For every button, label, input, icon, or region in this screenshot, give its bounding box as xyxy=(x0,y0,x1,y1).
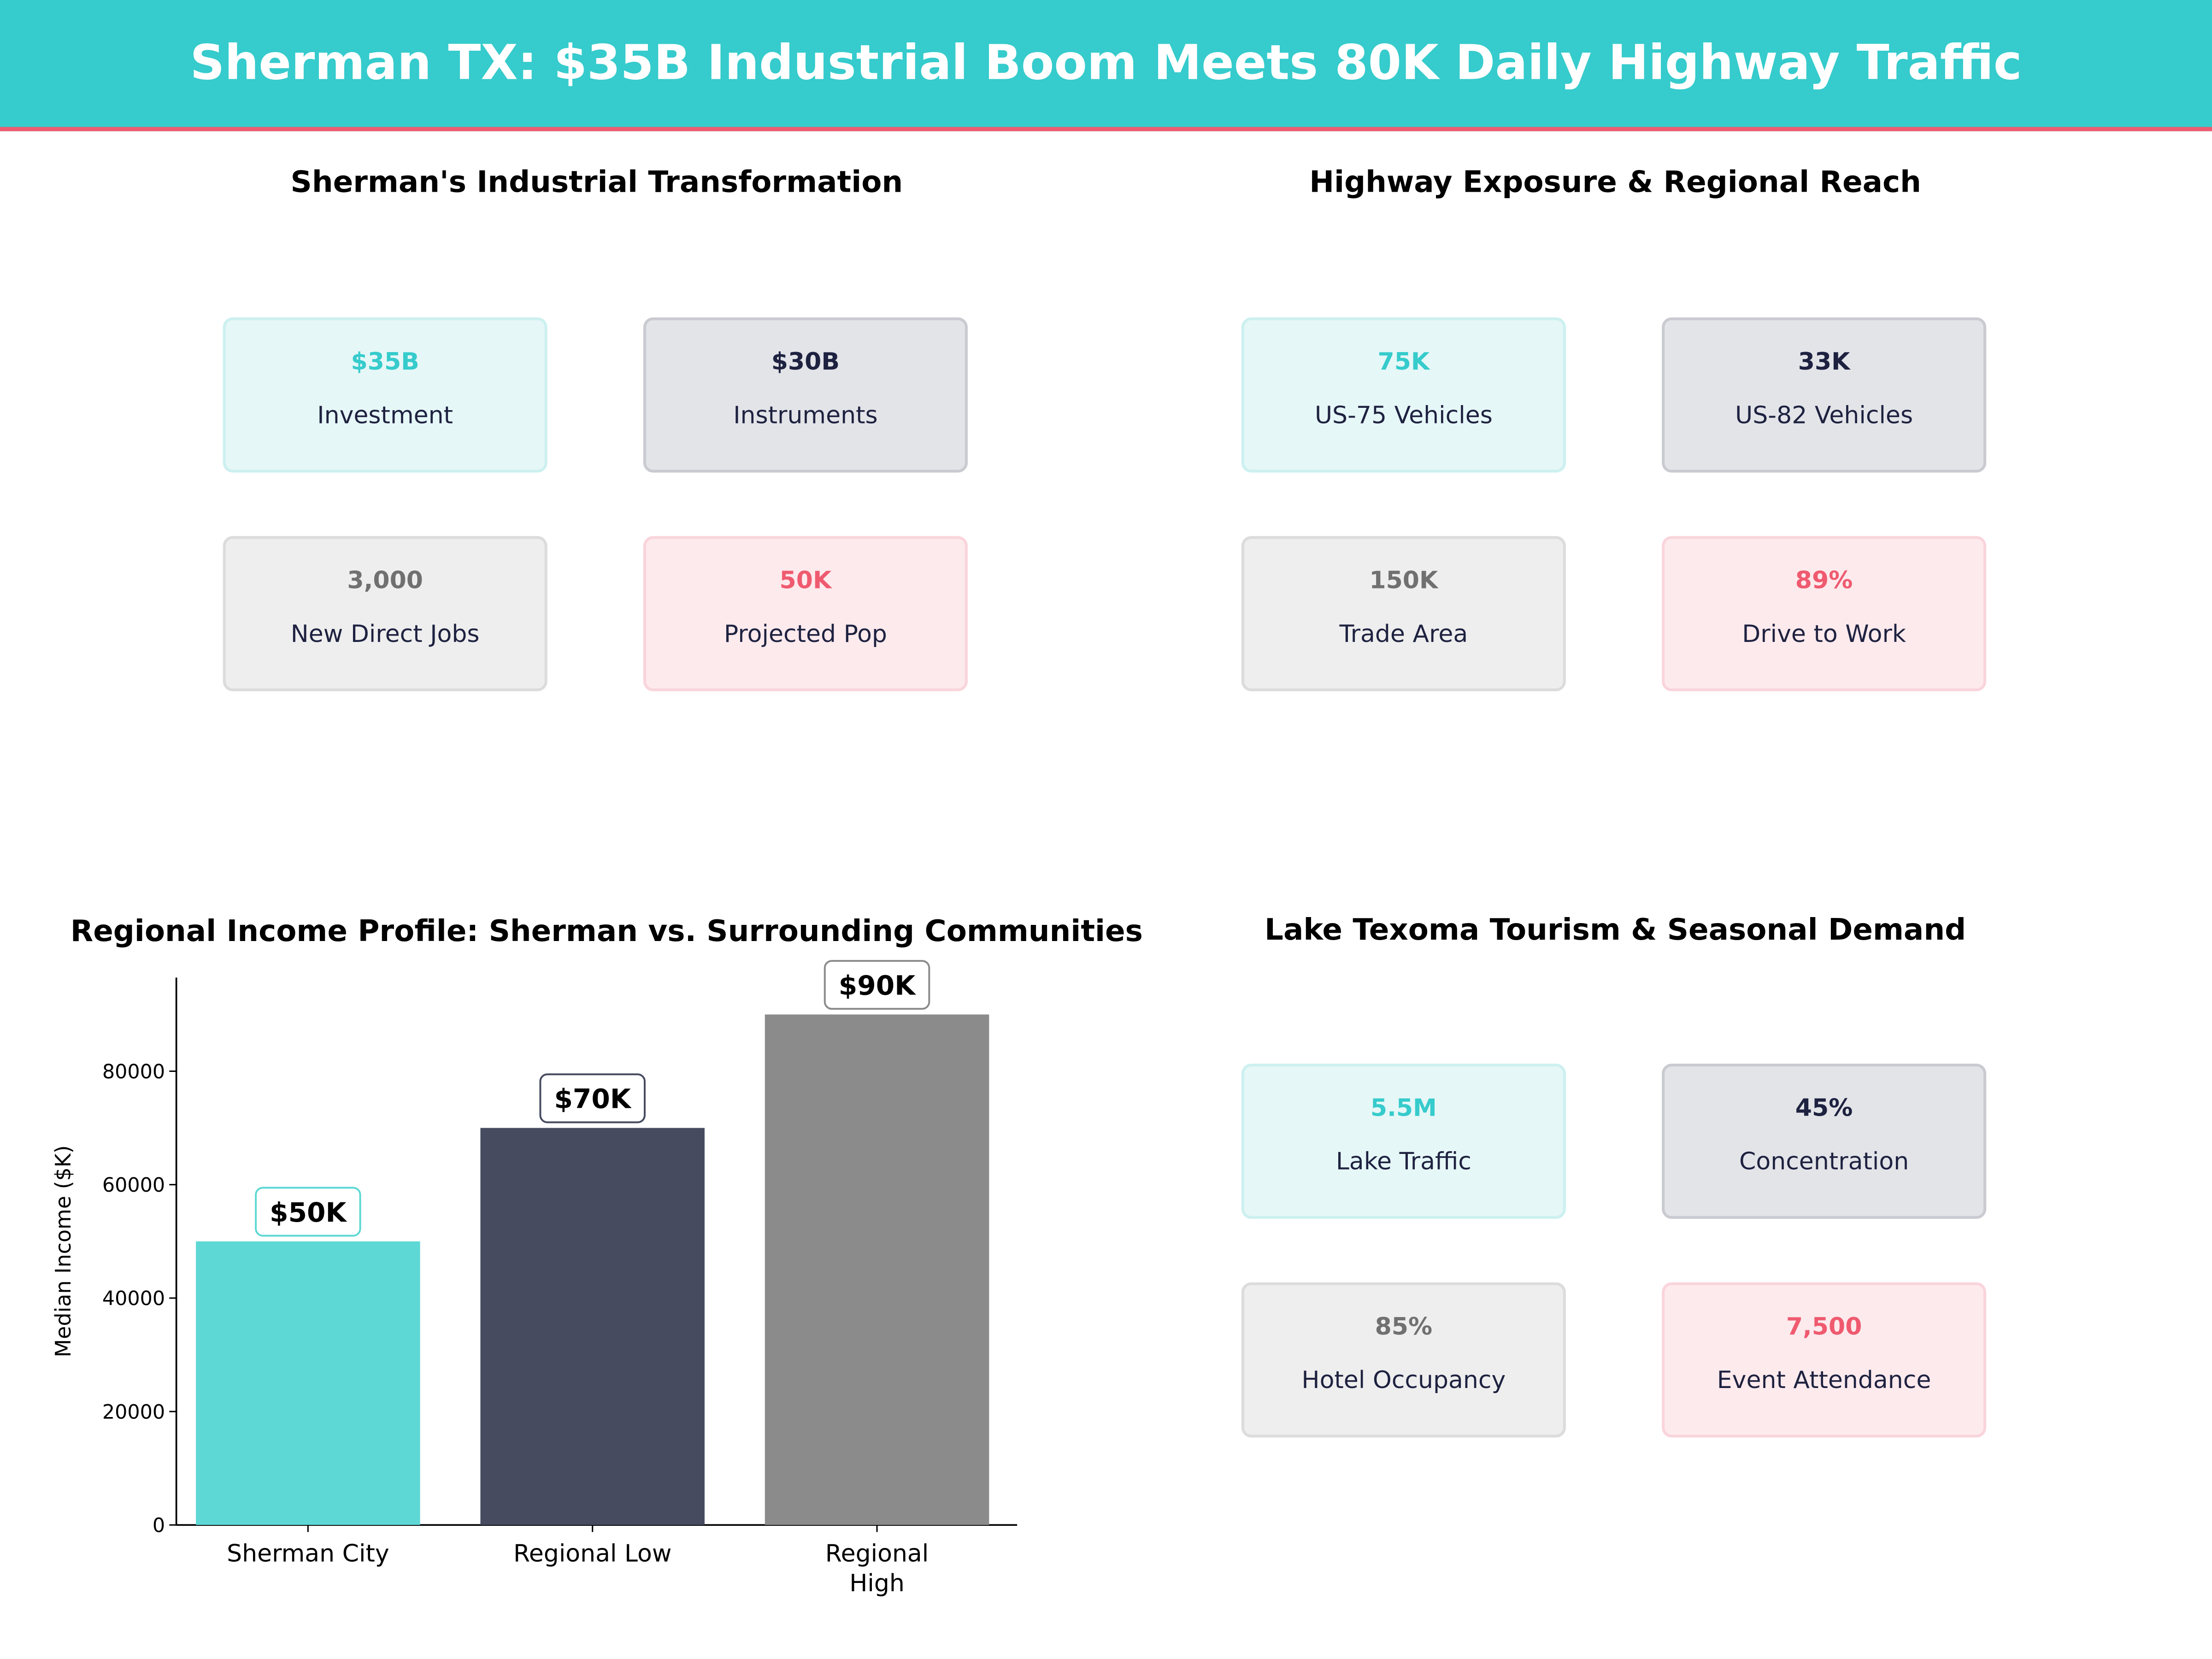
panel-title-tourism: Lake Texoma Tourism & Seasonal Demand xyxy=(1265,912,1966,947)
stat-label: US-82 Vehicles xyxy=(1735,402,1913,430)
stat-value: $30B xyxy=(771,348,840,377)
bar xyxy=(765,1014,989,1525)
stat-label: Lake Traffic xyxy=(1335,1148,1471,1177)
data-label-box xyxy=(539,1073,646,1124)
stat-value: 33K xyxy=(1798,348,1850,377)
stat-label: Hotel Occupancy xyxy=(1301,1367,1506,1395)
stat-value: 45% xyxy=(1795,1094,1853,1123)
data-label: $50K xyxy=(270,1197,347,1228)
stat-card: 75K US-75 Vehicles xyxy=(1241,317,1566,473)
stat-label: New Direct Jobs xyxy=(290,620,480,649)
stat-value: 150K xyxy=(1369,567,1438,595)
x-tick-label: Regional High xyxy=(825,1540,929,1597)
stat-card: $35B Investment xyxy=(223,317,547,473)
bar xyxy=(196,1241,420,1525)
y-tick-label: 20000 xyxy=(102,1400,165,1424)
x-tick-label-line: Sherman City xyxy=(227,1540,389,1568)
y-tick-label: 80000 xyxy=(102,1060,165,1083)
stat-card: 3,000 New Direct Jobs xyxy=(223,536,547,691)
y-tick-label: 60000 xyxy=(102,1174,165,1197)
y-tick-label: 40000 xyxy=(102,1287,165,1310)
stat-label: Drive to Work xyxy=(1742,620,1906,649)
stat-label: US-75 Vehicles xyxy=(1314,402,1493,430)
chart-title: Regional Income Profile: Sherman vs. Sur… xyxy=(71,914,1143,948)
stat-label: Investment xyxy=(317,402,453,430)
stat-card: 45% Concentration xyxy=(1662,1064,1987,1219)
stat-label: Projected Pop xyxy=(724,620,887,649)
y-axis-label: Median Income ($K) xyxy=(51,1145,76,1357)
x-tick-label-line: Regional xyxy=(825,1540,929,1568)
stat-value: 7,500 xyxy=(1786,1313,1862,1342)
x-tick-label: Regional Low xyxy=(513,1540,671,1568)
stat-value: 89% xyxy=(1795,567,1853,595)
panel-title-highway: Highway Exposure & Regional Reach xyxy=(1309,165,1921,199)
x-tick-label-line: High xyxy=(849,1570,905,1597)
stat-card: 5.5M Lake Traffic xyxy=(1241,1064,1566,1219)
stat-card: 33K US-82 Vehicles xyxy=(1662,317,1987,473)
stat-value: 3,000 xyxy=(347,567,424,595)
stat-label: Trade Area xyxy=(1339,620,1468,649)
stat-value: 50K xyxy=(779,567,832,595)
stat-value: $35B xyxy=(351,348,419,377)
page-title: Sherman TX: $35B Industrial Boom Meets 8… xyxy=(190,35,2022,92)
bar xyxy=(480,1128,705,1525)
data-label: $90K xyxy=(839,970,916,1001)
stat-card: $30B Instruments xyxy=(643,317,968,473)
data-label: $70K xyxy=(554,1083,631,1115)
stat-label: Concentration xyxy=(1739,1148,1909,1177)
stat-label: Instruments xyxy=(733,402,878,430)
panel-title-industrial: Sherman's Industrial Transformation xyxy=(290,165,903,199)
y-tick-label: 0 xyxy=(153,1514,165,1537)
stat-card: 7,500 Event Attendance xyxy=(1662,1282,1987,1438)
stat-card: 150K Trade Area xyxy=(1241,536,1566,691)
x-tick-label: Sherman City xyxy=(227,1540,389,1568)
data-label-box xyxy=(824,960,930,1010)
data-label-box xyxy=(255,1187,361,1237)
stat-card: 50K Projected Pop xyxy=(643,536,968,691)
stat-value: 75K xyxy=(1377,348,1430,377)
stat-value: 85% xyxy=(1375,1313,1433,1342)
stat-value: 5.5M xyxy=(1370,1094,1437,1123)
header-banner: Sherman TX: $35B Industrial Boom Meets 8… xyxy=(0,0,2212,131)
stat-label: Event Attendance xyxy=(1717,1367,1931,1395)
stat-card: 85% Hotel Occupancy xyxy=(1241,1282,1566,1438)
x-tick-label-line: Regional Low xyxy=(513,1540,671,1568)
stat-card: 89% Drive to Work xyxy=(1662,536,1987,691)
